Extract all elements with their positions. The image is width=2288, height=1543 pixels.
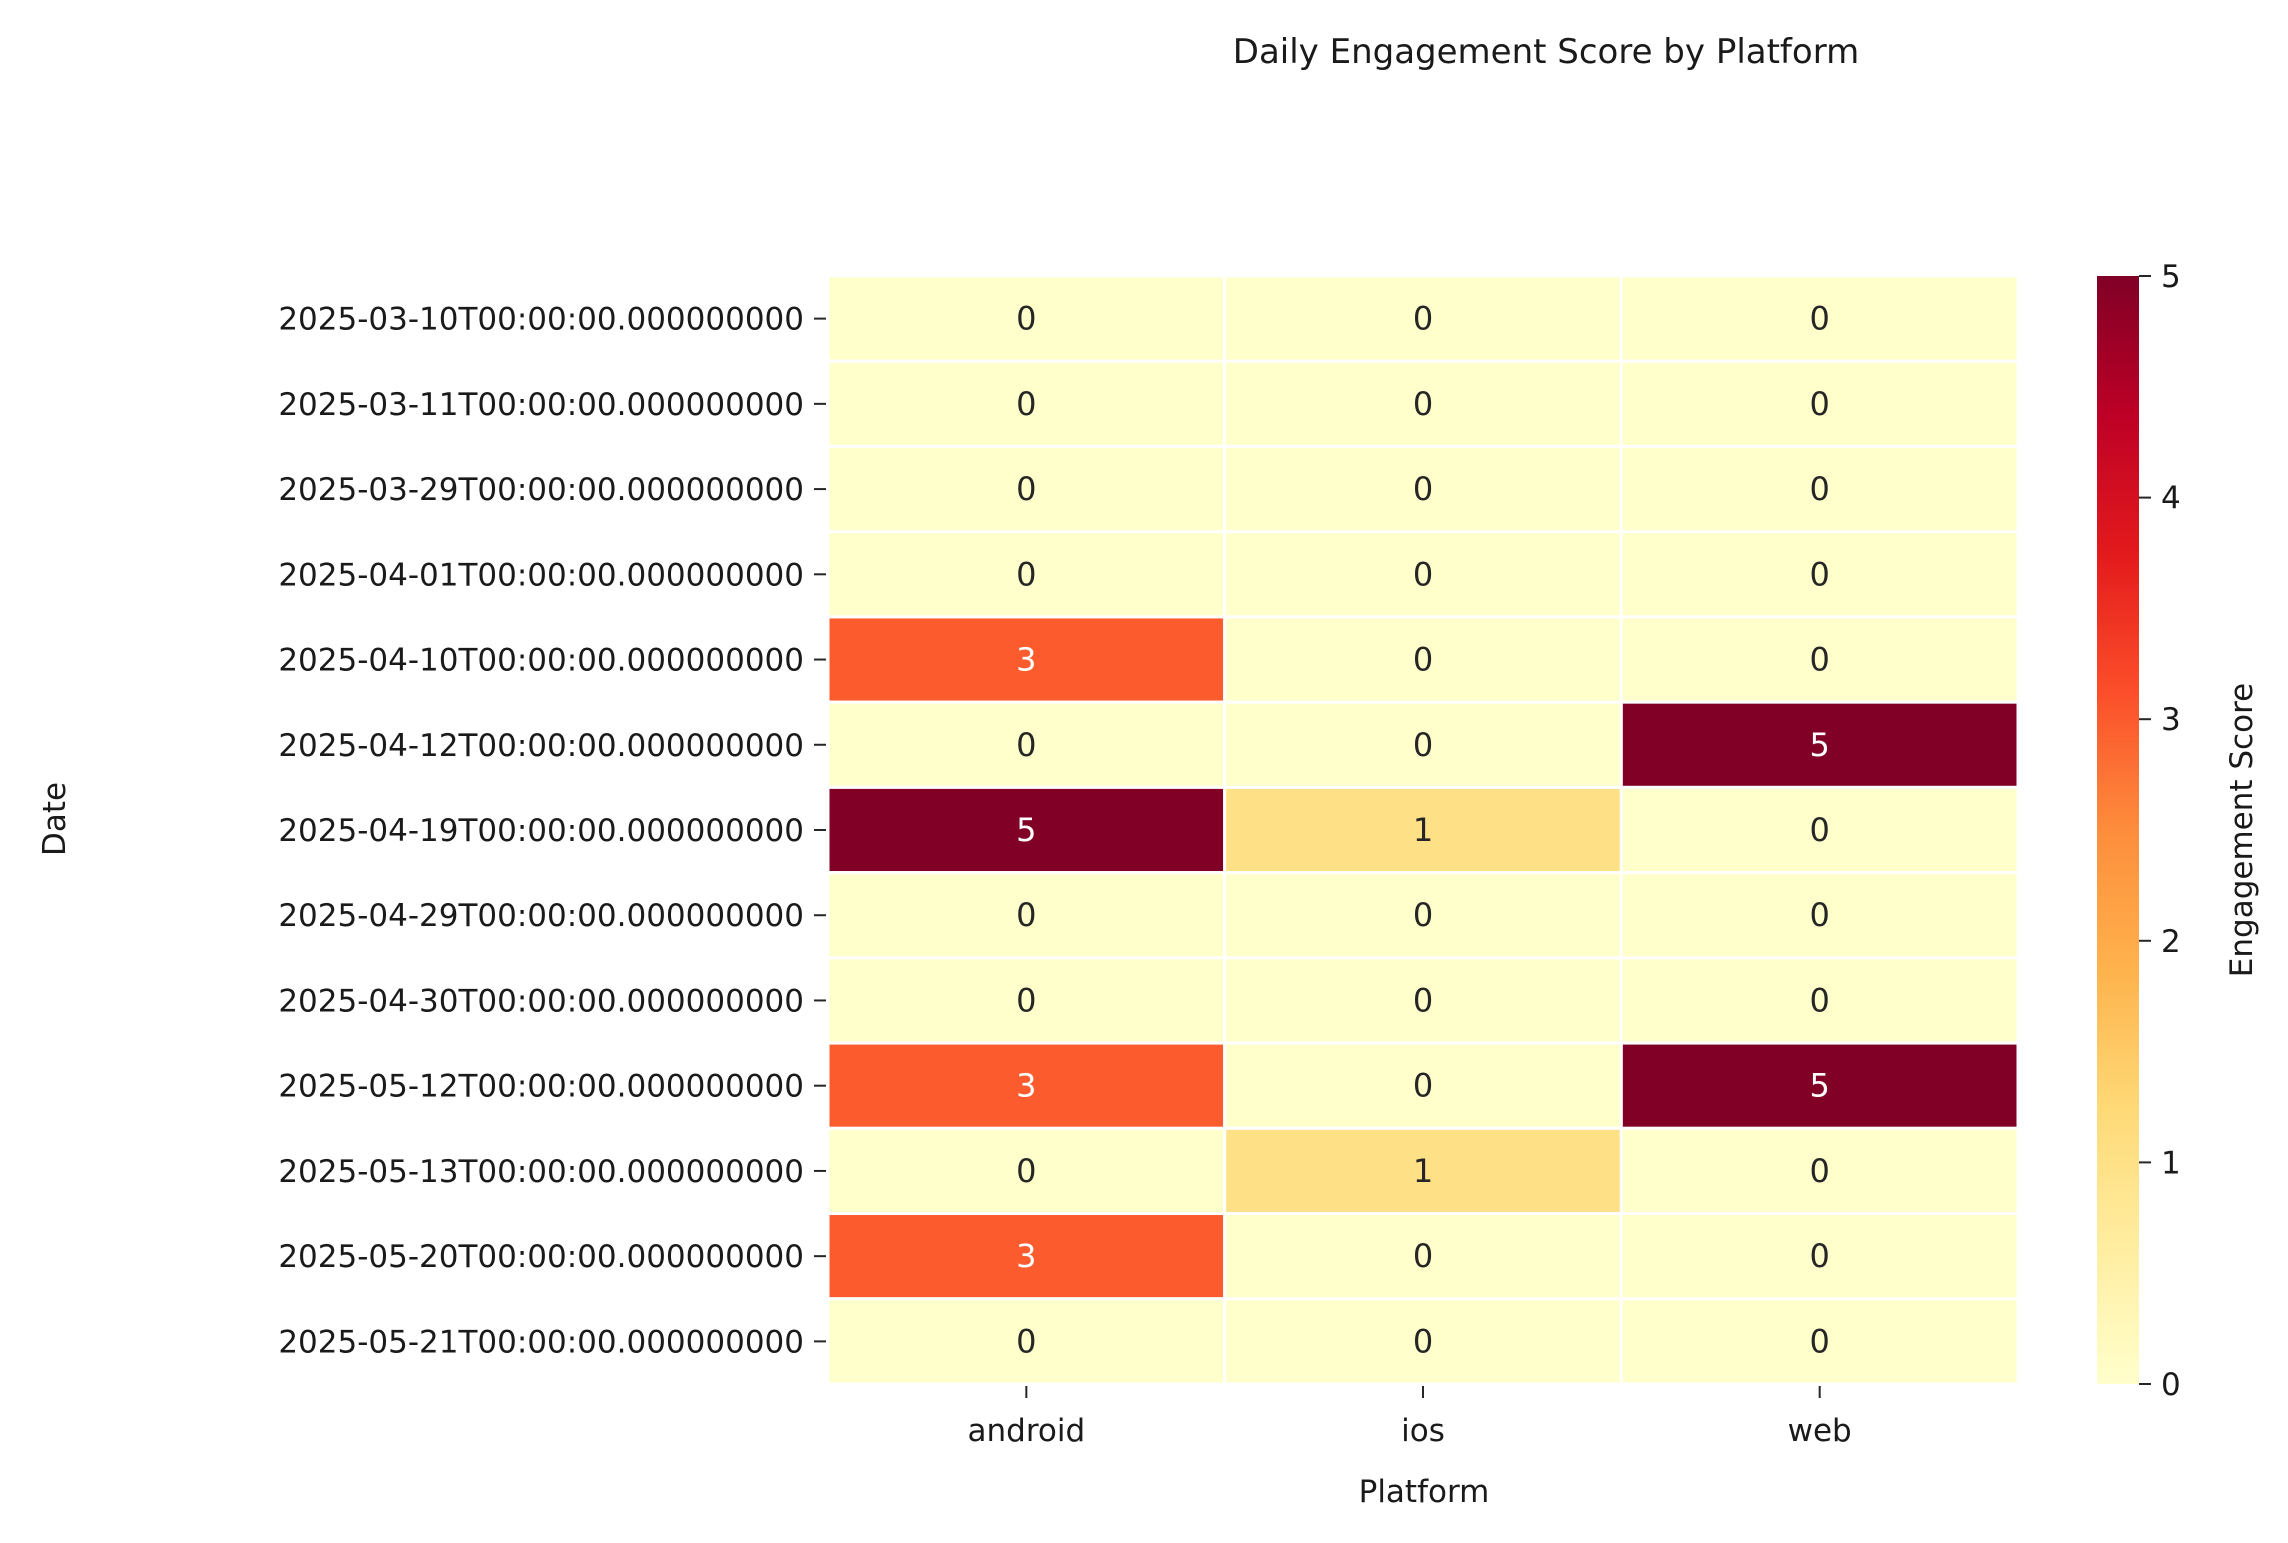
cell-value-label: 0: [1413, 385, 1433, 423]
cell-value-label: 5: [1809, 1067, 1829, 1105]
heatmap-cell: [826, 1126, 1227, 1216]
heatmap-cell: [1223, 785, 1623, 875]
y-tick-label: 2025-04-29T00:00:00.000000000: [278, 898, 804, 934]
cell-value-label: 0: [1016, 1322, 1036, 1360]
cell-value-label: 5: [1016, 811, 1036, 849]
heatmap-cell: [1223, 700, 1623, 789]
colorbar-tick-label: 3: [2161, 702, 2181, 738]
cell-value-label: 0: [1413, 1322, 1433, 1360]
x-axis-ticks: android ios web: [968, 1386, 1852, 1449]
cell-value-label: 0: [1413, 300, 1433, 338]
cell-value-label: 0: [1809, 385, 1829, 423]
y-tick-label: 2025-05-21T00:00:00.000000000: [278, 1324, 804, 1360]
heatmap-cell: [826, 1041, 1227, 1130]
heatmap-cell: [1619, 785, 2020, 875]
cell-value-label: 5: [1809, 726, 1829, 764]
heatmap-cell: [826, 700, 1227, 789]
heatmap-cell: [1619, 1212, 2020, 1301]
heatmap-cell: [826, 530, 1227, 619]
heatmap-cell: [826, 1297, 1227, 1386]
y-tick-label: 2025-05-13T00:00:00.000000000: [278, 1154, 804, 1190]
cell-value-label: 0: [1809, 641, 1829, 679]
chart-title: Daily Engagement Score by Platform: [1233, 32, 1859, 72]
cell-value-label: 0: [1809, 555, 1829, 593]
heatmap-cell: [826, 871, 1227, 960]
y-tick-label: 2025-04-01T00:00:00.000000000: [278, 557, 804, 593]
cell-value-label: 0: [1413, 470, 1433, 508]
heatmap-cell: [1619, 1041, 2020, 1130]
cell-value-label: 3: [1016, 1067, 1036, 1105]
y-tick-label: 2025-03-29T00:00:00.000000000: [278, 472, 804, 508]
heatmap-cell: [1619, 1126, 2020, 1216]
heatmap-cell: [1619, 274, 2020, 363]
cell-value-label: 1: [1413, 811, 1433, 849]
cell-value-label: 0: [1413, 1237, 1433, 1275]
y-tick-label: 2025-04-19T00:00:00.000000000: [278, 813, 804, 849]
cell-value-label: 0: [1809, 1322, 1829, 1360]
y-tick-label: 2025-05-20T00:00:00.000000000: [278, 1239, 804, 1275]
x-axis-label: Platform: [1359, 1474, 1490, 1510]
y-tick-label: 2025-04-12T00:00:00.000000000: [278, 728, 804, 764]
y-axis-ticks: 2025-03-10T00:00:00.000000000 2025-03-11T…: [278, 302, 826, 1360]
heatmap-cell: [1619, 871, 2020, 960]
cell-value-label: 0: [1413, 726, 1433, 764]
cell-value-label: 0: [1016, 1152, 1036, 1190]
cell-value-label: 0: [1809, 811, 1829, 849]
cell-value-label: 0: [1809, 981, 1829, 1019]
y-tick-label: 2025-05-12T00:00:00.000000000: [278, 1069, 804, 1105]
heatmap-cell: [1619, 530, 2020, 619]
heatmap-cell: [1223, 444, 1623, 534]
colorbar-label: Engagement Score: [2224, 683, 2260, 977]
heatmap-cell: [826, 785, 1227, 875]
colorbar-tick-label: 4: [2161, 481, 2181, 517]
heatmap-cell: [826, 274, 1227, 363]
colorbar-tick-label: 5: [2161, 259, 2181, 295]
cell-value-label: 0: [1016, 385, 1036, 423]
cell-value-label: 0: [1809, 896, 1829, 934]
cell-value-label: 0: [1809, 1152, 1829, 1190]
y-tick-label: 2025-04-30T00:00:00.000000000: [278, 983, 804, 1019]
heatmap-cell: [1223, 1041, 1623, 1130]
colorbar: [2097, 276, 2139, 1384]
cell-value-label: 0: [1413, 981, 1433, 1019]
cell-value-label: 0: [1809, 300, 1829, 338]
cell-value-label: 3: [1016, 1237, 1036, 1275]
cell-value-label: 0: [1016, 981, 1036, 1019]
heatmap-cell: [1223, 1297, 1623, 1386]
heatmap-cell: [1619, 1297, 2020, 1386]
y-tick-label: 2025-03-10T00:00:00.000000000: [278, 302, 804, 338]
cell-value-label: 0: [1016, 896, 1036, 934]
cell-value-label: 0: [1016, 555, 1036, 593]
heatmap-cell: [1223, 274, 1623, 363]
cell-value-label: 3: [1016, 641, 1036, 679]
cell-value-label: 0: [1016, 726, 1036, 764]
y-tick-label: 2025-03-11T00:00:00.000000000: [278, 387, 804, 423]
heatmap-cell: [1619, 359, 2020, 448]
cell-value-label: 0: [1809, 1237, 1829, 1275]
cell-value-label: 1: [1413, 1152, 1433, 1190]
cell-value-label: 0: [1413, 1067, 1433, 1105]
cell-value-label: 0: [1413, 896, 1433, 934]
cell-value-label: 0: [1413, 641, 1433, 679]
heatmap-cell: [1619, 700, 2020, 789]
colorbar-ticks: 0 1 2 3 4 5: [2139, 259, 2181, 1403]
x-tick-label: web: [1788, 1413, 1852, 1449]
cell-value-label: 0: [1809, 470, 1829, 508]
colorbar-tick-label: 2: [2161, 924, 2181, 960]
x-tick-label: android: [968, 1413, 1086, 1449]
heatmap-cell: [1223, 871, 1623, 960]
heatmap-cell: [1223, 615, 1623, 704]
cell-value-label: 0: [1413, 555, 1433, 593]
colorbar-tick-label: 0: [2161, 1367, 2181, 1403]
heatmap-cell: [1619, 956, 2020, 1045]
y-axis-label: Date: [37, 782, 73, 856]
colorbar-tick-label: 1: [2161, 1145, 2181, 1181]
cell-value-label: 0: [1016, 470, 1036, 508]
x-tick-label: ios: [1401, 1413, 1445, 1449]
heatmap-cells: [826, 274, 2020, 1386]
y-tick-label: 2025-04-10T00:00:00.000000000: [278, 643, 804, 679]
cell-value-label: 0: [1016, 300, 1036, 338]
heatmap-annotations: 0 0 0 0 0 0 0 0 0 0 0 0 3 0 0 0 0 5 5 1 0 0 0 0 0 0 0 3 0 5 0 1 0 3 0 0 0 0 0: [1016, 300, 1830, 1361]
